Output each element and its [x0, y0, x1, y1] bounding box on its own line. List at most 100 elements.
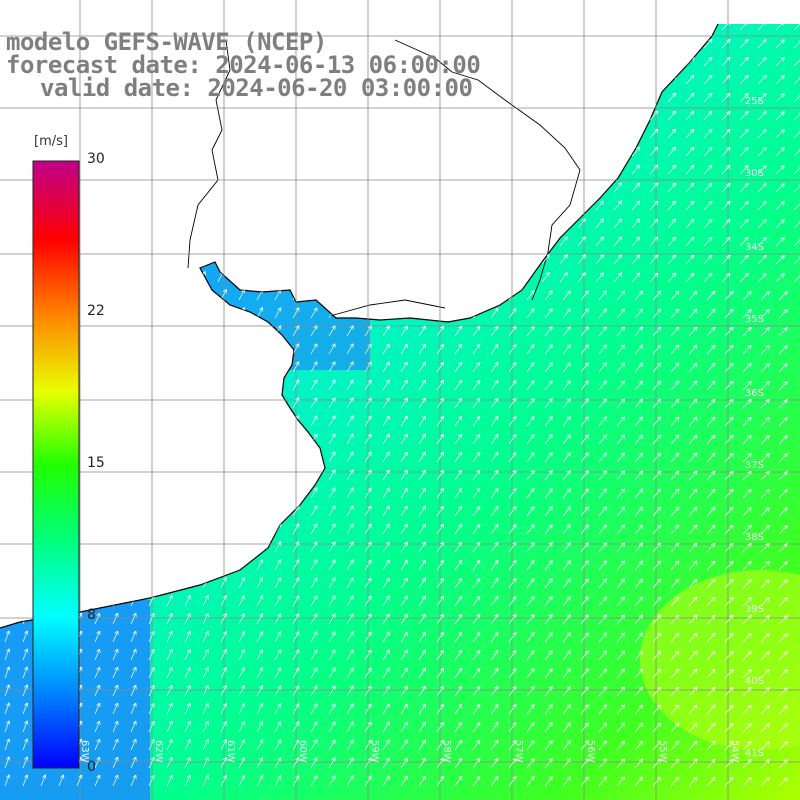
wind-arrow: [199, 234, 206, 247]
wind-arrow: [256, 415, 264, 427]
wind-arrow: [562, 470, 571, 481]
wind-arrow: [526, 380, 535, 391]
wind-arrow: [688, 686, 698, 697]
wind-arrow: [415, 253, 423, 265]
wind-arrow: [649, 182, 659, 193]
wind-arrow: [292, 613, 300, 625]
wind-arrow: [364, 631, 372, 643]
wind-arrow: [346, 739, 354, 751]
wind-arrow: [706, 632, 716, 643]
wind-arrow: [631, 38, 641, 49]
wind-arrow: [202, 666, 209, 679]
wind-arrow: [685, 110, 695, 121]
wind-arrow: [649, 92, 659, 103]
wind-arrow: [397, 217, 405, 229]
wind-arrow: [634, 290, 644, 301]
wind-arrow: [742, 651, 752, 661]
wind-arrow: [706, 524, 716, 535]
wind-arrow: [472, 415, 481, 427]
wind-arrow: [454, 361, 463, 373]
wind-arrow: [220, 631, 227, 643]
wind-arrow: [613, 110, 623, 121]
wind-arrow: [721, 218, 731, 229]
wind-arrow: [400, 703, 408, 715]
wind-arrow: [94, 612, 101, 625]
wind-arrow: [307, 271, 315, 283]
wind-arrow: [778, 543, 788, 553]
wind-arrow: [454, 505, 463, 517]
wind-arrow: [274, 505, 282, 517]
wind-arrow: [184, 774, 191, 787]
wind-arrow: [577, 236, 586, 247]
wind-arrow: [451, 37, 460, 49]
wind-arrow: [742, 345, 752, 355]
wind-arrow: [634, 506, 644, 517]
wind-arrow: [616, 740, 626, 751]
wind-arrow: [400, 595, 408, 607]
wind-arrow: [739, 201, 749, 211]
wind-arrow: [778, 759, 788, 769]
wind-arrow: [292, 559, 300, 571]
wind-arrow: [670, 308, 680, 319]
wind-arrow: [490, 685, 499, 697]
wind-arrow: [379, 217, 387, 229]
wind-arrow: [436, 685, 445, 697]
wind-arrow: [472, 667, 481, 679]
colorbar: [32, 160, 80, 769]
wind-arrow: [685, 164, 695, 175]
wind-arrow: [778, 561, 788, 571]
wind-arrow: [508, 308, 517, 319]
wind-arrow: [22, 558, 29, 571]
wind-arrow: [148, 666, 155, 679]
wind-arrow: [472, 397, 481, 409]
wind-arrow: [487, 91, 496, 103]
wind-arrow: [361, 217, 369, 229]
wind-arrow: [685, 182, 695, 193]
wind-arrow: [184, 522, 191, 535]
wind-arrow: [559, 128, 568, 139]
wind-arrow: [487, 37, 496, 49]
wind-arrow: [454, 451, 463, 463]
wind-arrow: [112, 666, 119, 679]
wind-arrow: [760, 489, 770, 499]
wind-arrow: [184, 378, 191, 391]
wind-arrow: [397, 145, 405, 157]
wind-arrow: [166, 774, 173, 787]
wind-arrow: [469, 145, 478, 157]
longitude-label: 55W: [657, 740, 668, 763]
wind-arrow: [721, 164, 731, 175]
wind-arrow: [346, 469, 354, 481]
wind-arrow: [598, 452, 607, 463]
wind-arrow: [112, 432, 119, 445]
wind-arrow: [343, 253, 351, 265]
wind-arrow: [523, 236, 532, 247]
wind-arrow: [631, 200, 641, 211]
wind-arrow: [292, 595, 300, 607]
wind-arrow: [166, 522, 173, 535]
wind-arrow: [652, 290, 662, 301]
wind-arrow: [775, 93, 785, 103]
wind-arrow: [166, 360, 173, 373]
wind-arrow: [343, 37, 351, 49]
wind-arrow: [541, 146, 550, 157]
wind-arrow: [202, 360, 209, 373]
wind-arrow: [487, 163, 496, 175]
wind-arrow: [670, 650, 680, 661]
wind-arrow: [22, 702, 29, 715]
wind-arrow: [202, 306, 209, 319]
wind-arrow: [757, 255, 767, 265]
wind-arrow: [289, 199, 297, 211]
wind-arrow: [22, 306, 29, 319]
wind-arrow: [4, 468, 11, 481]
wind-arrow: [382, 451, 390, 463]
wind-arrow: [757, 201, 767, 211]
wind-arrow: [739, 111, 749, 121]
wind-arrow: [94, 396, 101, 409]
wind-arrow: [166, 630, 173, 643]
wind-arrow: [235, 127, 242, 139]
wind-arrow: [667, 272, 677, 283]
wind-arrow: [778, 525, 788, 535]
wind-arrow: [415, 145, 423, 157]
wind-arrow: [703, 128, 713, 139]
wind-arrow: [130, 774, 137, 787]
